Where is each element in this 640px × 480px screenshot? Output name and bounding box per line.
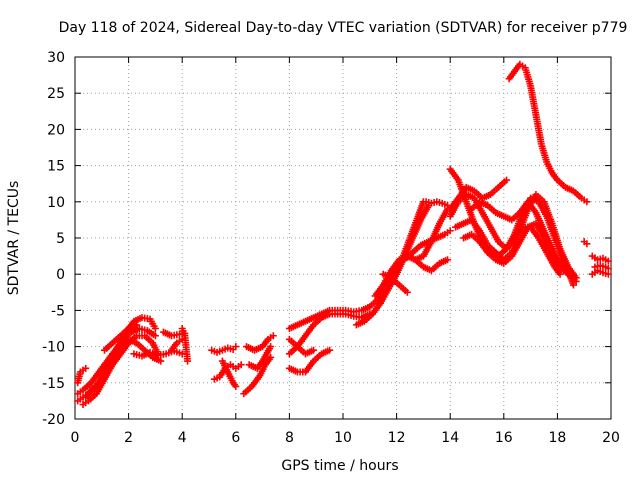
series-arc-09 bbox=[167, 335, 186, 354]
series-arc-34 bbox=[580, 238, 591, 248]
data-point bbox=[151, 325, 159, 332]
grid-layer bbox=[75, 57, 611, 419]
x-tick-label: 0 bbox=[71, 430, 80, 446]
series-arc-32 bbox=[468, 198, 577, 289]
series-arc-10 bbox=[178, 325, 192, 365]
data-point bbox=[269, 332, 277, 340]
data-point bbox=[157, 357, 165, 365]
data-point bbox=[502, 176, 510, 184]
y-tick-label: 10 bbox=[47, 195, 65, 211]
data-point bbox=[326, 346, 334, 354]
data-point bbox=[446, 227, 454, 235]
y-tick-label: 30 bbox=[47, 50, 65, 66]
x-tick-label: 10 bbox=[334, 430, 352, 446]
y-tick-label: 5 bbox=[56, 231, 65, 247]
x-tick-label: 14 bbox=[441, 430, 459, 446]
series-arc-33 bbox=[505, 60, 591, 206]
series-arc-14 bbox=[240, 353, 275, 398]
y-tick-label: 0 bbox=[56, 267, 65, 283]
x-axis-label: GPS time / hours bbox=[281, 458, 398, 474]
data-point bbox=[151, 332, 159, 340]
data-point bbox=[569, 281, 577, 289]
series-arc-06 bbox=[100, 321, 141, 354]
x-tick-label: 8 bbox=[285, 430, 294, 446]
x-tick-label: 2 bbox=[124, 430, 133, 446]
data-point bbox=[583, 240, 591, 248]
data-point bbox=[267, 343, 275, 351]
y-tick-label: 25 bbox=[47, 86, 65, 102]
data-point bbox=[237, 361, 245, 369]
y-tick-label: -15 bbox=[42, 376, 65, 392]
series-arc-05 bbox=[74, 364, 90, 387]
data-point bbox=[232, 382, 240, 390]
series-arc-20 bbox=[285, 335, 318, 358]
tick-layer: 0 2 4 6 8 10 12 14 16 18 20 -20 -15 -10 -5 0 5 10 15 20 25 30 bbox=[42, 50, 620, 446]
y-tick-label: -10 bbox=[42, 340, 65, 356]
series-arc-04 bbox=[82, 335, 165, 401]
series-arc-37 bbox=[591, 262, 612, 272]
series-arc-26 bbox=[422, 198, 452, 209]
data-point bbox=[403, 288, 411, 296]
points-layer bbox=[74, 60, 612, 409]
series-arc-31 bbox=[446, 176, 510, 213]
series-arc-19 bbox=[285, 346, 334, 376]
x-tick-label: 12 bbox=[388, 430, 406, 446]
series-arc-13 bbox=[218, 357, 240, 390]
data-point bbox=[82, 364, 90, 372]
series-arc-07 bbox=[130, 347, 186, 360]
series-arc-15 bbox=[245, 343, 275, 372]
data-point bbox=[604, 257, 612, 265]
y-tick-label: 20 bbox=[47, 122, 65, 138]
series-arc-11 bbox=[208, 343, 240, 356]
data-point bbox=[232, 343, 240, 351]
x-tick-label: 20 bbox=[602, 430, 620, 446]
chart-title: Day 118 of 2024, Sidereal Day-to-day VTE… bbox=[59, 20, 628, 36]
x-tick-label: 4 bbox=[178, 430, 187, 446]
y-tick-label: 15 bbox=[47, 159, 65, 175]
x-tick-label: 6 bbox=[231, 430, 240, 446]
y-tick-label: -5 bbox=[51, 303, 65, 319]
series-arc-16 bbox=[243, 332, 277, 354]
data-point bbox=[184, 357, 192, 365]
series-arc-25 bbox=[403, 252, 452, 275]
series-arc-29 bbox=[452, 191, 580, 282]
series-arc-18 bbox=[285, 310, 374, 358]
series-arc-35 bbox=[588, 252, 612, 265]
data-point bbox=[583, 198, 591, 206]
data-point bbox=[444, 256, 452, 264]
x-tick-label: 16 bbox=[495, 430, 513, 446]
y-axis-label: SDTVAR / TECUs bbox=[6, 181, 22, 296]
data-point bbox=[556, 270, 564, 278]
series-arc-17 bbox=[285, 198, 427, 332]
y-tick-label: -20 bbox=[42, 412, 65, 428]
series-arc-23 bbox=[379, 270, 411, 296]
x-tick-label: 18 bbox=[548, 430, 566, 446]
data-point bbox=[133, 321, 141, 329]
data-point bbox=[604, 264, 612, 272]
data-point bbox=[310, 346, 318, 354]
